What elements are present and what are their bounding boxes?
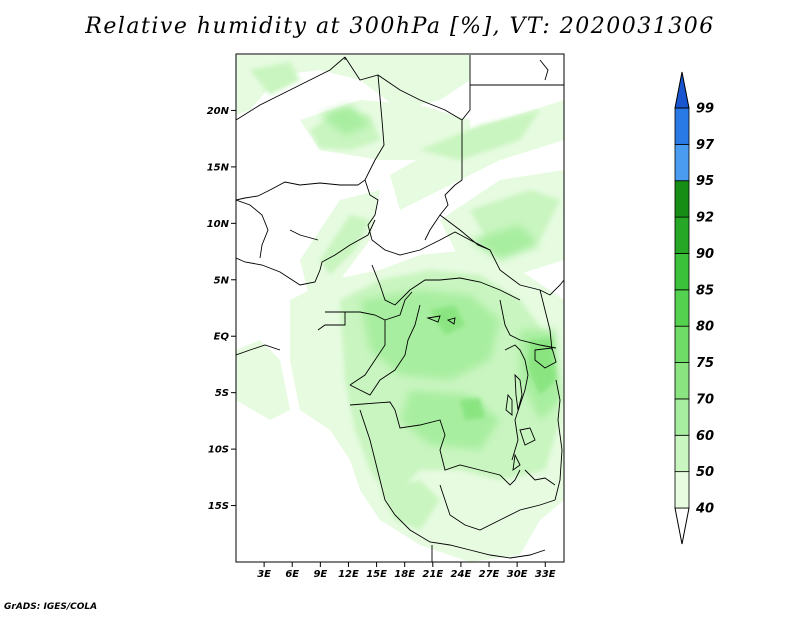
lon-tick-label: 15E [366, 569, 387, 580]
colorbar-label: 80 [696, 320, 714, 335]
lat-tick-label: 20N [207, 106, 230, 117]
lon-tick-label: 27E [479, 569, 500, 580]
lon-tick-label: 6E [285, 569, 299, 580]
colorbar-swatch [674, 434, 690, 473]
colorbar-label: 40 [695, 502, 714, 517]
lon-tick-label: 33E [535, 569, 556, 580]
lakes [426, 315, 557, 471]
colorbar: 40 50 60 70 75 80 85 90 92 95 97 99 [674, 71, 715, 545]
colorbar-swatch [674, 325, 690, 363]
lon-tick-label: 18E [394, 569, 415, 580]
longitude-axis: 3E 6E 9E 12E 15E 18E 21E 24E 27E 30E 33E [257, 562, 556, 580]
colorbar-swatch [674, 471, 690, 509]
colorbar-label: 60 [696, 429, 714, 444]
lat-tick-label: 10N [207, 219, 230, 230]
colorbar-swatch [674, 107, 690, 145]
lat-tick-label: 5S [215, 388, 229, 399]
colorbar-swatch [674, 398, 690, 436]
lon-tick-label: 30E [507, 569, 528, 580]
lon-tick-label: 9E [313, 569, 327, 580]
colorbar-label: 95 [696, 174, 714, 189]
grads-credit: GrADS: IGES/COLA [4, 602, 98, 612]
country-borders [236, 55, 564, 562]
lon-tick-label: 12E [338, 569, 359, 580]
lon-tick-label: 21E [422, 569, 443, 580]
colorbar-swatch [674, 289, 690, 327]
colorbar-label: 99 [696, 102, 714, 117]
lat-tick-label: 15N [207, 162, 230, 173]
lat-tick-label: 15S [208, 501, 229, 512]
colorbar-label: 50 [696, 465, 714, 480]
lon-tick-label: 3E [257, 569, 271, 580]
colorbar-swatch [674, 253, 690, 291]
chart-title: Relative humidity at 300hPa [%], VT: 202… [85, 14, 715, 39]
colorbar-label: 75 [696, 356, 714, 371]
colorbar-swatch [674, 362, 690, 400]
lon-tick-label: 24E [451, 569, 472, 580]
colorbar-below-triangle [674, 507, 690, 545]
colorbar-swatch [674, 180, 690, 218]
lat-tick-label: 10S [208, 445, 229, 456]
humidity-field [236, 55, 564, 562]
lat-tick-label: EQ [214, 332, 230, 343]
colorbar-label: 70 [696, 392, 714, 407]
lat-tick-label: 5N [214, 275, 230, 286]
colorbar-label: 90 [696, 247, 714, 262]
latitude-axis: 20N 15N 10N 5N EQ 5S 10S 15S [207, 106, 236, 512]
colorbar-swatch [674, 216, 690, 254]
colorbar-label: 92 [696, 211, 714, 226]
map-frame [235, 53, 565, 563]
colorbar-label: 97 [696, 138, 715, 153]
colorbar-label: 85 [696, 283, 714, 298]
colorbar-swatch [674, 143, 690, 182]
colorbar-above-triangle [674, 71, 690, 109]
